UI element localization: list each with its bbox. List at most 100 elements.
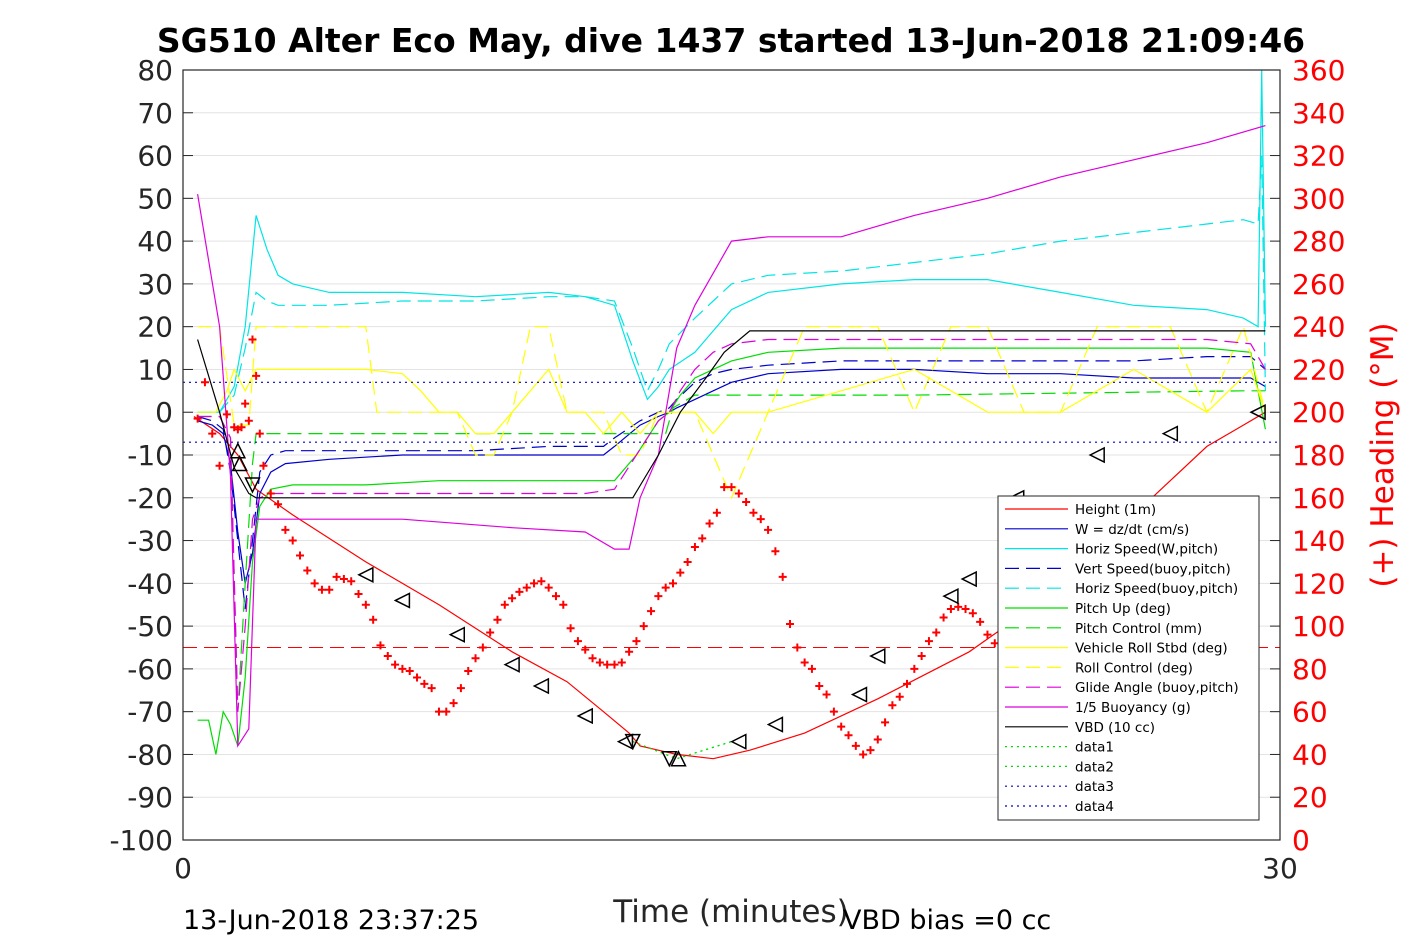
heading-point (522, 583, 531, 592)
marker-up-triangle (231, 454, 248, 472)
heading-point (676, 568, 685, 577)
heading-point (266, 489, 275, 498)
left-tick-label: -10 (127, 439, 173, 472)
right-tick-label: 0 (1292, 824, 1310, 857)
legend-label-0: Height (1m) (1075, 502, 1156, 518)
marker-left-triangle (730, 733, 747, 750)
heading-point (237, 423, 246, 432)
legend-label-3: Vert Speed(buoy,pitch) (1075, 561, 1231, 577)
series-line-1 (197, 368, 1266, 584)
heading-point (427, 684, 436, 693)
series-line-9 (197, 338, 1266, 712)
marker-up-triangle (229, 442, 247, 459)
heading-point (990, 639, 999, 648)
heading-point (654, 592, 663, 601)
heading-point (727, 483, 736, 492)
heading-point (222, 410, 231, 419)
heading-point (954, 602, 963, 611)
heading-point (976, 617, 985, 626)
heading-point (464, 667, 473, 676)
heading-point (917, 652, 926, 661)
heading-point (786, 619, 795, 628)
heading-point (793, 643, 802, 652)
heading-point (778, 572, 787, 581)
heading-point (844, 731, 853, 740)
marker-left-triangle (1088, 446, 1105, 464)
right-tick-label: 100 (1292, 610, 1345, 643)
right-tick-label: 20 (1292, 781, 1328, 814)
heading-point (588, 654, 597, 663)
left-tick-label: -40 (127, 567, 173, 600)
heading-point (471, 654, 480, 663)
marker-left-triangle (576, 707, 593, 725)
heading-point (215, 461, 224, 470)
heading-point (625, 647, 634, 656)
left-tick-label: 70 (137, 97, 173, 130)
heading-point (668, 579, 677, 588)
left-tick-label: 40 (137, 225, 173, 258)
heading-point (647, 607, 656, 616)
legend-label-5: Pitch Up (deg) (1075, 601, 1171, 617)
left-tick-label: -60 (127, 653, 173, 686)
right-tick-label: 140 (1292, 525, 1345, 558)
legend-label-15: data4 (1075, 799, 1114, 815)
heading-point (939, 613, 948, 622)
heading-point (208, 429, 217, 438)
heading-point (456, 684, 465, 693)
legend-label-10: 1/5 Buoyancy (g) (1075, 700, 1191, 716)
marker-left-triangle (942, 587, 959, 605)
heading-point (690, 542, 699, 551)
series-line-10 (197, 125, 1266, 748)
heading-point (281, 525, 290, 534)
heading-point (866, 746, 875, 755)
right-tick-label: 260 (1292, 268, 1345, 301)
marker-left-triangle (850, 686, 868, 703)
heading-point (595, 658, 604, 667)
heading-point (837, 722, 846, 731)
heading-point (551, 592, 560, 601)
heading-point (559, 600, 568, 609)
chart-title: SG510 Alter Eco May, dive 1437 started 1… (157, 21, 1305, 60)
heading-point (734, 489, 743, 498)
heading-point (807, 664, 816, 673)
legend-label-12: data1 (1075, 740, 1114, 756)
left-tick-label: -20 (127, 482, 173, 515)
heading-point (983, 630, 992, 639)
heading-point (325, 585, 334, 594)
right-tick-label: 200 (1292, 396, 1345, 429)
heading-point (903, 679, 912, 688)
legend-label-6: Pitch Control (mm) (1075, 621, 1202, 637)
heading-point (822, 690, 831, 699)
left-tick-label: -50 (127, 610, 173, 643)
heading-point (968, 609, 977, 618)
series-line-8 (197, 324, 1266, 500)
heading-point (413, 673, 422, 682)
heading-point (544, 583, 553, 592)
heading-point (369, 615, 378, 624)
heading-point (317, 585, 326, 594)
heading-point (530, 579, 539, 588)
left-tick-label: -90 (127, 781, 173, 814)
heading-point (764, 525, 773, 534)
heading-point (566, 624, 575, 633)
marker-left-triangle (766, 716, 784, 733)
heading-point (881, 718, 890, 727)
marker-left-triangle (532, 677, 550, 695)
heading-point (241, 399, 250, 408)
heading-point (800, 658, 809, 667)
heading-point (442, 707, 451, 716)
marker-left-triangle (960, 570, 977, 588)
right-tick-label: 40 (1292, 738, 1328, 771)
heading-point (895, 692, 904, 701)
heading-point (946, 605, 955, 613)
left-tick-label: 20 (137, 311, 173, 344)
series-line-11 (197, 330, 1266, 499)
heading-point (698, 534, 707, 543)
right-tick-label: 160 (1292, 482, 1345, 515)
heading-point (486, 628, 495, 637)
marker-left-triangle (1249, 404, 1266, 421)
series-line-13 (632, 741, 732, 760)
marker-left-triangle (503, 656, 520, 673)
right-tick-label: 240 (1292, 311, 1345, 344)
